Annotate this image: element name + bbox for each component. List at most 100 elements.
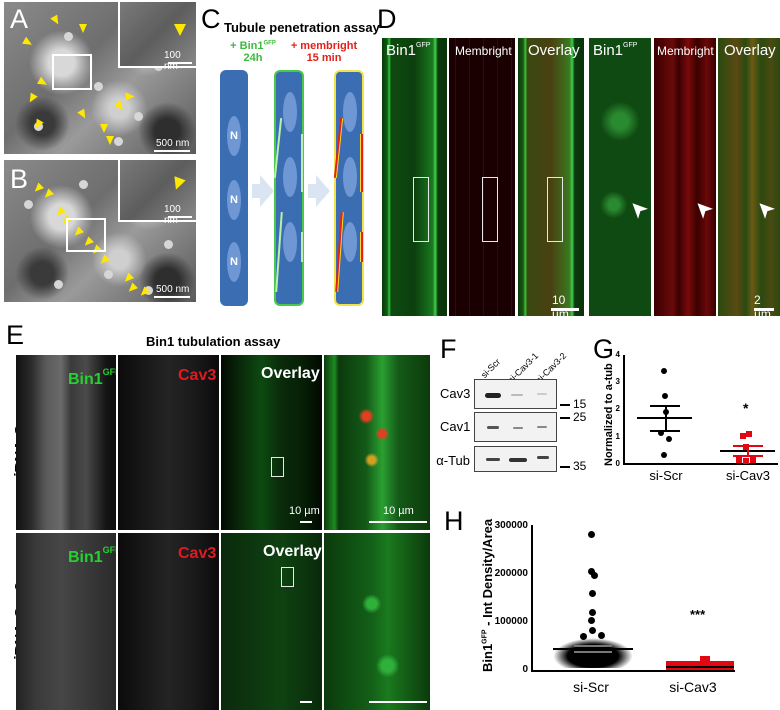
d-overlay-zoom-image: Overlay ➤ 2 µm (718, 38, 780, 316)
g-point (743, 444, 749, 450)
panel-b-scale-label: 500 nm (156, 284, 190, 295)
bin1-tubule (301, 134, 303, 192)
panel-a-em-image: 100 nm 500 nm (4, 2, 196, 154)
h-y-axis-label: Bin1GFP - Int Density/Area (480, 518, 495, 672)
nucleus-unlabeled (343, 92, 357, 132)
panel-letter-h: H (444, 506, 464, 536)
g-sem-vertical (747, 445, 749, 456)
wb-row-label-cav1: Cav1 (440, 419, 471, 434)
marker-tick-15 (560, 404, 570, 406)
panel-b-roi-box (66, 218, 106, 252)
e-cav3-label: Cav3 (178, 367, 217, 384)
wb-blot-tubulin (474, 446, 557, 472)
h-mean-line (666, 666, 734, 668)
d-bin1-label: Bin1GFP (386, 42, 431, 59)
d-scale-bar-10um (551, 308, 579, 311)
h-xtick-cav3: si-Cav3 (669, 679, 717, 695)
g-point (740, 433, 746, 439)
membright-tubule (333, 118, 344, 178)
nucleus-unlabeled (283, 222, 297, 262)
d-overlay-label: Overlay (528, 42, 580, 59)
d-scale-label-10um: 10 µm (552, 293, 569, 316)
membright-tubule (335, 211, 344, 293)
h-cav3-cluster (700, 656, 710, 661)
d-membright-image: Membright (449, 38, 515, 316)
g-ytick: 2 (615, 404, 620, 413)
e-overlay-label: Overlay (263, 543, 322, 560)
flow-arrow-2 (308, 184, 316, 198)
cell-bin1-expressing (273, 70, 304, 306)
panel-a-scale-label: 500 nm (156, 138, 190, 149)
wb-blot-cav3 (474, 379, 557, 409)
g-ytick: 3 (615, 377, 620, 386)
e-scr-zoom-image: 10 µm (324, 355, 430, 530)
g-sem-vertical (665, 405, 667, 431)
h-cav3-cluster (666, 661, 734, 670)
panel-b-em-image: 100 nm 500 nm (4, 160, 196, 302)
d-membright-zoom-label: Membright (657, 44, 714, 58)
nucleus: N (227, 116, 241, 156)
g-x-axis (623, 463, 778, 465)
marker-35: 35 (573, 459, 587, 473)
panel-letter-c: C (201, 4, 221, 34)
flow-arrow-1 (252, 184, 260, 198)
g-y-axis (623, 355, 625, 464)
h-point (591, 572, 598, 579)
g-point (661, 452, 667, 458)
d-membright-zoom-image: Membright ➤ (654, 38, 716, 316)
g-point (743, 458, 749, 464)
h-point (588, 568, 595, 575)
panel-letter-f: F (440, 334, 457, 364)
panel-letter-b: B (10, 164, 29, 194)
g-point (736, 457, 742, 463)
h-ytick: 300000 (494, 520, 528, 531)
h-x-axis (531, 670, 735, 672)
panel-a-inset-scale-label: 100 nm (164, 50, 181, 72)
g-point (661, 368, 667, 374)
marker-15: 15 (573, 397, 587, 411)
e-cav3-overlay-image: Overlay (221, 533, 322, 710)
e-scale-bar-main (300, 701, 312, 703)
h-point (589, 627, 596, 634)
d-roi-box (547, 177, 563, 242)
g-mean-line (637, 417, 692, 419)
cell-membright-labeled (333, 70, 364, 306)
bin1-tubule (275, 212, 283, 292)
g-point (658, 430, 664, 436)
e-scr-bin1-image: Bin1GFP (16, 355, 116, 530)
e-scale-bar-zoom (369, 521, 427, 523)
nucleus-unlabeled (343, 157, 357, 197)
g-ytick: 1 (615, 432, 620, 441)
panel-letter-a: A (10, 4, 29, 34)
g-point (662, 393, 668, 399)
g-significance: * (743, 400, 749, 416)
membright-tubule (360, 232, 363, 262)
step2-label: + membright 15 min (290, 40, 358, 64)
step1-label: + Bin1GFP 24h (230, 40, 276, 64)
d-overlay-zoom-label: Overlay (724, 42, 776, 59)
panel-a-inset: 100 nm (118, 2, 196, 72)
d-scale-bar-2um (754, 308, 774, 311)
e-bin1-label: Bin1GFP (68, 545, 116, 566)
h-sem-lower (574, 651, 612, 653)
panel-letter-d: D (377, 4, 397, 34)
white-arrow-icon: ➤ (749, 193, 780, 225)
h-point (580, 633, 587, 640)
e-cav3-bin1-image: Bin1GFP (16, 533, 116, 710)
wb-row-label-tub: α-Tub (436, 453, 470, 468)
h-mean-line (553, 648, 633, 650)
h-xtick-scr: si-Scr (573, 679, 609, 695)
h-point (589, 609, 596, 616)
h-ytick: 100000 (494, 616, 528, 627)
nucleus-unlabeled (283, 92, 297, 132)
e-scr-cav3-image: Cav3 (118, 355, 219, 530)
g-ytick: 4 (615, 350, 620, 359)
marker-tick-35 (560, 466, 570, 468)
e-cav3-label: Cav3 (178, 545, 217, 562)
d-membright-label: Membright (455, 44, 512, 58)
e-scr-overlay-image: Overlay 10 µm (221, 355, 322, 530)
wb-blot-cav1 (474, 412, 557, 442)
nucleus: N (227, 180, 241, 220)
h-ytick: 200000 (494, 568, 528, 579)
panel-b-inset: 100 nm (118, 160, 196, 226)
